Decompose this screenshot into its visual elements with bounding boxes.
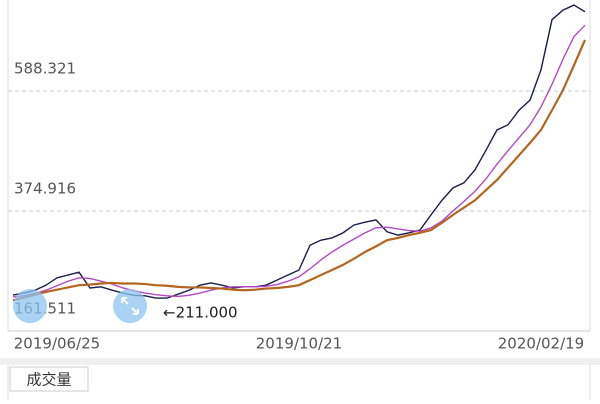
y-tick-label: 588.321	[14, 59, 76, 77]
y-tick-label: 374.916	[14, 179, 76, 197]
x-tick-label: 2019/10/21	[256, 335, 342, 353]
plot	[12, 4, 587, 302]
volume-label-box	[9, 366, 89, 392]
volume-label: 成交量	[26, 371, 71, 389]
x-tick-label: 2019/06/25	[14, 335, 100, 353]
nav-button[interactable]	[13, 289, 47, 323]
x-tick-label: 2020/02/19	[498, 335, 584, 353]
series-line	[12, 4, 586, 299]
series-line	[12, 39, 587, 302]
zoom-icon	[121, 297, 139, 315]
zoom-button[interactable]	[113, 289, 147, 323]
annotation: ←211.000	[163, 304, 238, 322]
separator	[0, 358, 600, 365]
